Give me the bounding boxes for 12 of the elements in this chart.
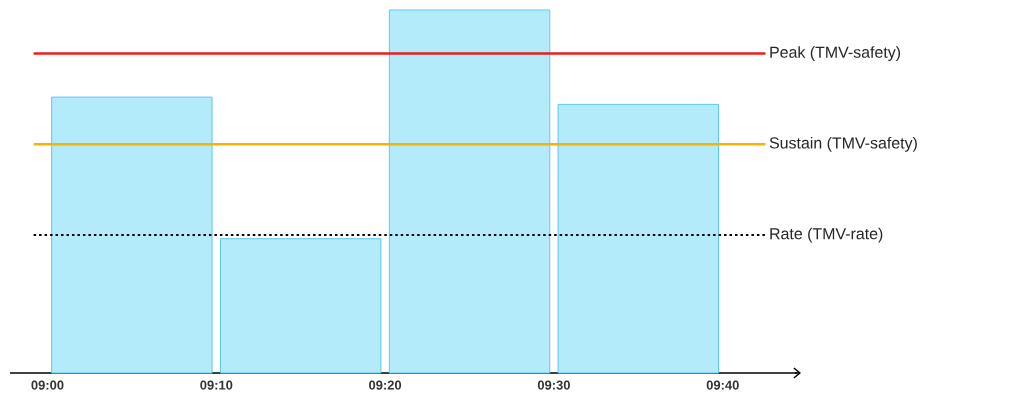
x-tick-label: 09:10 bbox=[200, 380, 233, 390]
bar bbox=[557, 103, 719, 374]
x-tick-label: 09:00 bbox=[31, 380, 64, 390]
bar bbox=[220, 238, 382, 374]
ref-line-label: Sustain (TMV-safety) bbox=[769, 136, 917, 152]
ref-line-label: Rate (TMV-rate) bbox=[770, 227, 883, 243]
x-tick-label: 09:20 bbox=[369, 380, 402, 390]
x-tick-label: 09:30 bbox=[537, 380, 570, 390]
x-tick-label: 09:40 bbox=[706, 380, 739, 390]
ref-line-label: Peak (TMV-safety) bbox=[770, 46, 901, 61]
bar bbox=[51, 96, 213, 374]
bar bbox=[388, 9, 551, 374]
